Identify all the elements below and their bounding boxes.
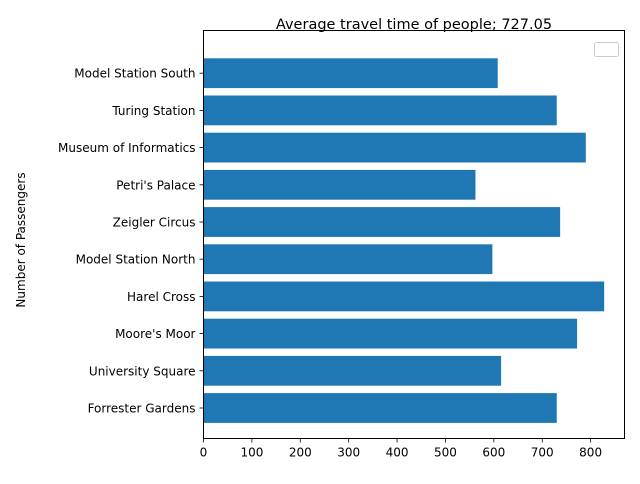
chart-title: Average travel time of people; 727.05	[276, 17, 552, 33]
y-tick-label: Harel Cross	[127, 290, 195, 304]
bars-group	[203, 58, 605, 423]
y-tick-label: Zeigler Circus	[113, 216, 196, 230]
y-tick-label: Moore's Moor	[115, 327, 195, 341]
bar-moore-s-moor	[203, 318, 578, 349]
plot-area-frame	[203, 30, 625, 439]
bar-model-station-north	[203, 244, 493, 275]
x-tick-label: 800	[579, 446, 602, 460]
x-ticks-group: 0 100 200 300 400 500 600 700 800	[200, 438, 602, 460]
legend-box	[594, 42, 619, 57]
x-tick-label: 300	[337, 446, 360, 460]
y-tick-label: Model Station North	[76, 253, 196, 267]
bar-zeigler-circus	[203, 207, 561, 237]
bar-university-square	[203, 355, 502, 386]
y-tick-label: Forrester Gardens	[88, 402, 196, 416]
y-tick-label: University Square	[89, 364, 196, 378]
y-tick-label: Petri's Palace	[116, 178, 195, 192]
y-tick-label: Model Station South	[74, 67, 195, 81]
y-tick-label: Museum of Informatics	[58, 141, 195, 155]
x-tick-label: 400	[386, 446, 409, 460]
x-tick-label: 200	[289, 446, 312, 460]
x-tick-label: 0	[200, 446, 208, 460]
y-axis-label: Number of Passengers	[14, 172, 28, 307]
bar-model-station-south	[203, 58, 498, 89]
x-tick-label: 100	[240, 446, 263, 460]
legend	[594, 42, 619, 57]
x-tick-label: 700	[531, 446, 554, 460]
bar-forrester-gardens	[203, 393, 557, 423]
bar-harel-cross	[203, 281, 605, 312]
x-tick-label: 600	[482, 446, 505, 460]
bar-petri-s-palace	[203, 169, 476, 200]
y-tick-label: Turing Station	[111, 104, 195, 118]
x-tick-label: 500	[434, 446, 457, 460]
bar-museum-of-informatics	[203, 132, 586, 163]
bar-turing-station	[203, 95, 557, 126]
y-ticks-group: Forrester Gardens University Square Moore'…	[58, 67, 204, 416]
